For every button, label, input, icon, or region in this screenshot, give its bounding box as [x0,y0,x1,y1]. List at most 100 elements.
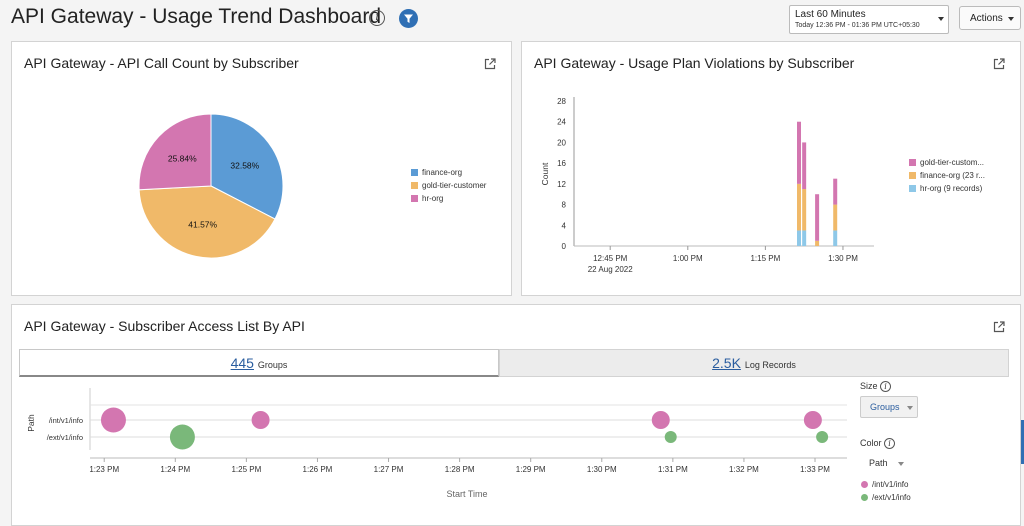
tab-groups[interactable]: 445 Groups [19,349,499,377]
size-select[interactable]: Groups [860,396,918,418]
dashboard-header: API Gateway - Usage Trend Dashboard i La… [0,0,1024,40]
pie-slice [138,185,276,259]
pie-slice [138,113,212,191]
groups-count[interactable]: 445 [230,355,254,371]
x-tick-label: 1:26 PM [303,465,333,474]
bubble-point [664,431,677,443]
x-tick-label: 1:25 PM [231,465,261,474]
bar-segment [797,183,801,231]
size-select-value: Groups [870,402,900,412]
y-tick-label: 0 [562,242,567,251]
page-title: API Gateway - Usage Trend Dashboard [11,5,382,28]
color-label: Color [860,438,882,448]
time-range-select[interactable]: Last 60 Minutes Today 12:36 PM - 01:36 P… [789,5,949,34]
bar-segment [833,230,838,246]
pie-slice [210,113,284,220]
y-tick-label: 28 [557,97,566,106]
legend-swatch [411,182,418,189]
x-tick-label: 1:24 PM [160,465,190,474]
legend-label: /ext/v1/info [872,493,911,502]
open-external-icon[interactable] [992,57,1006,71]
call-count-panel: API Gateway - API Call Count by Subscrib… [11,41,512,296]
legend-label: gold-tier-customer [422,181,487,190]
legend-swatch [909,185,916,192]
x-tick-label: 1:31 PM [658,465,688,474]
open-external-icon[interactable] [992,320,1006,334]
panel-title: API Gateway - Subscriber Access List By … [24,318,305,334]
y-axis-label: Count [540,162,550,185]
bar-segment [802,230,807,246]
bubble-point [169,424,195,450]
x-tick-sublabel: 22 Aug 2022 [588,265,633,274]
bar-segment [815,240,820,246]
bubble-point [651,411,670,429]
x-axis-label: Start Time [446,489,487,499]
chevron-down-icon [898,462,904,466]
side-drawer-handle[interactable] [1021,420,1024,464]
actions-button[interactable]: Actions [959,6,1021,30]
time-range-detail: Today 12:36 PM - 01:36 PM UTC+05:30 [795,22,920,29]
bar-segment [815,194,820,241]
bar-segment [833,178,838,205]
legend-swatch [909,172,916,179]
bar-segment [797,230,801,246]
pie-value-label: 41.57% [188,220,217,230]
violations-panel: API Gateway - Usage Plan Violations by S… [521,41,1021,296]
groups-unit: Groups [257,360,288,370]
pie-value-label: 25.84% [168,154,197,164]
x-tick-label: 1:30 PM [828,254,858,263]
y-tick-label: 24 [557,118,566,127]
info-icon[interactable]: i [369,10,385,26]
log-records-count[interactable]: 2.5K [712,355,741,371]
x-tick-label: 1:15 PM [750,254,780,263]
bar-segment [833,204,838,231]
size-control-label: Size i [860,381,892,393]
x-tick-label: 1:27 PM [374,465,404,474]
color-control-label: Color i [860,438,896,450]
x-tick-label: 1:30 PM [587,465,617,474]
legend-label: gold-tier-custom... [920,158,985,167]
bubble-point [100,407,126,433]
stacked-bar-chart: 0 4 8 12 16 20 24 28 Count 12:45 PM 22 Aug 2022 1:0… [540,97,874,274]
color-select-value: Path [869,458,888,468]
legend-label: /int/v1/info [872,480,909,489]
open-external-icon[interactable] [483,57,497,71]
legend-label: finance-org [422,168,463,177]
info-icon[interactable]: i [880,381,892,393]
y-tick-label: 20 [557,138,566,147]
panel-title: API Gateway - Usage Plan Violations by S… [534,55,855,71]
y-tick-label: 16 [557,159,566,168]
x-tick-label: 1:29 PM [516,465,546,474]
y-axis-label: Path [26,414,36,432]
bubble-point [251,411,270,429]
pie-value-label: 32.58% [230,160,259,170]
chevron-down-icon [907,406,913,410]
color-select[interactable]: Path [869,458,909,472]
x-tick-label: 1:33 PM [800,465,830,474]
legend-swatch [411,169,418,176]
bubble-point [803,411,822,429]
y-tick-label: 12 [557,180,566,189]
x-tick-label: 12:45 PM [593,254,628,263]
x-tick-label: 1:28 PM [445,465,475,474]
x-tick-label: 1:23 PM [89,465,119,474]
panel-title: API Gateway - API Call Count by Subscrib… [24,55,299,71]
bar-segment [802,142,807,190]
size-label: Size [860,381,878,391]
y-tick-label: 4 [562,221,567,230]
x-tick-label: 1:32 PM [729,465,759,474]
pie-chart: 32.58% 41.57% 25.84% [138,113,284,259]
legend-label: hr-org [422,194,444,203]
filter-icon[interactable] [399,9,418,28]
y-tick-label: /ext/v1/info [47,433,83,442]
bar-segment [797,121,801,184]
info-icon[interactable]: i [884,438,896,450]
tab-log-records[interactable]: 2.5K Log Records [499,349,1009,377]
access-list-panel: API Gateway - Subscriber Access List By … [11,304,1021,526]
y-tick-label: /int/v1/info [49,416,83,425]
time-range-label: Last 60 Minutes [795,9,866,20]
legend-swatch [861,494,868,501]
actions-label: Actions [970,13,1003,24]
y-tick-label: 8 [562,201,567,210]
chevron-down-icon [938,17,944,21]
